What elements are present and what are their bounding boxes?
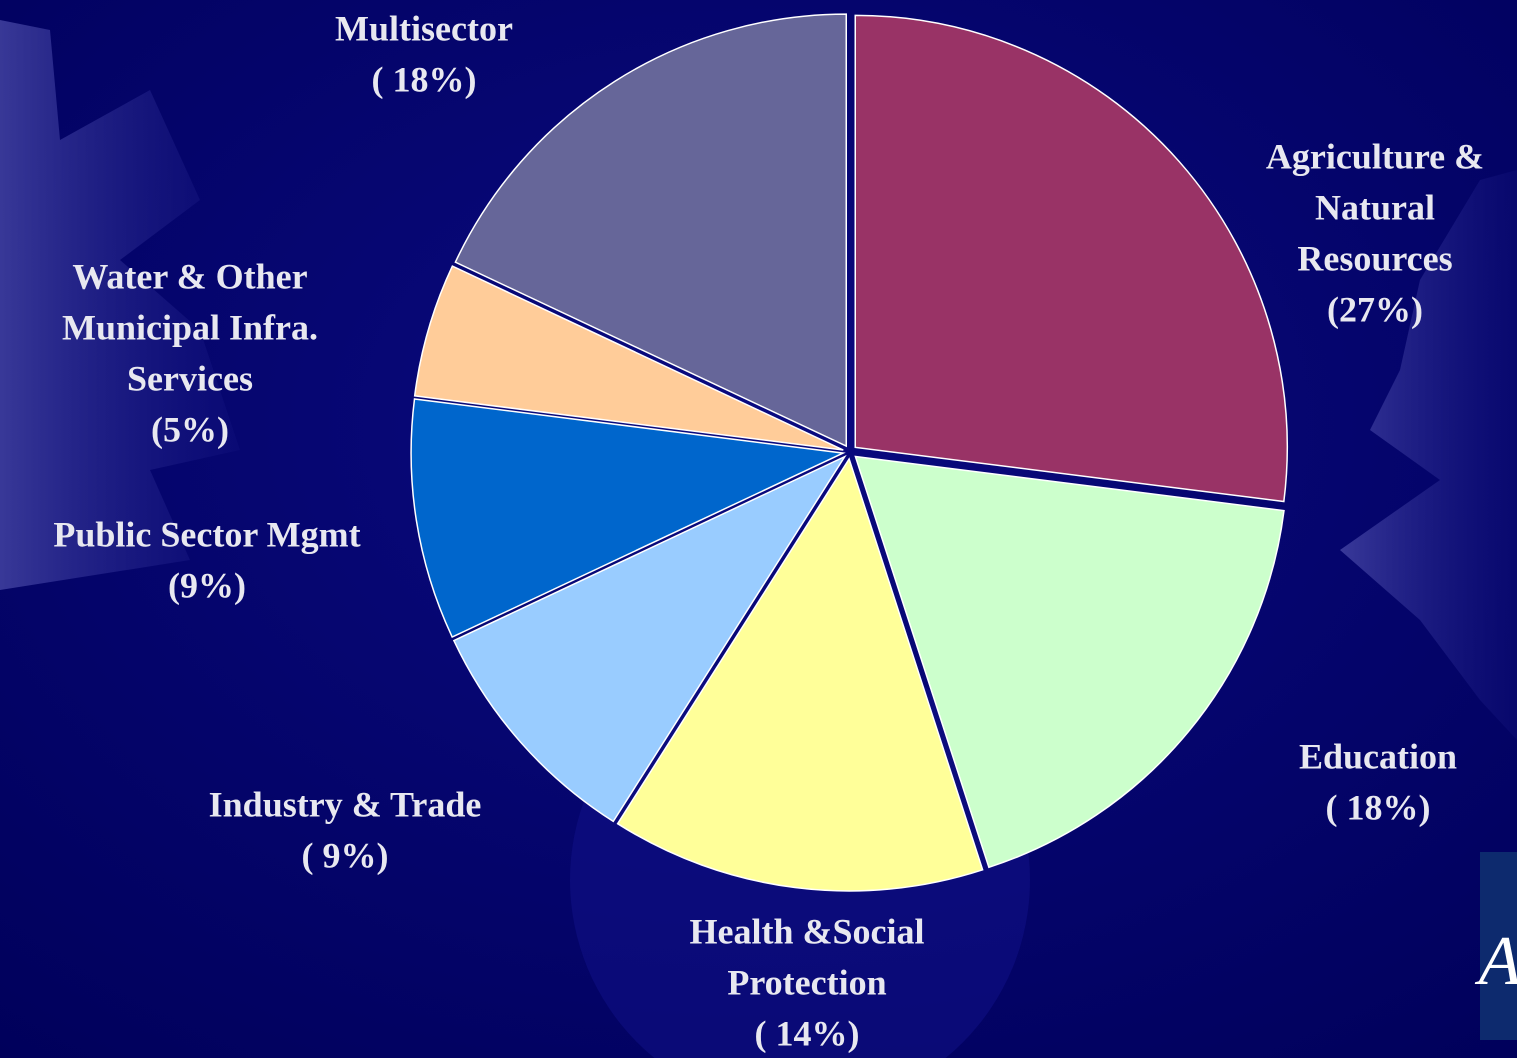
- slice-label: Public Sector Mgmt: [53, 514, 360, 554]
- value-label: (9%): [168, 565, 246, 605]
- value-label: ( 14%): [755, 1013, 860, 1053]
- slice-label: Natural: [1315, 187, 1435, 227]
- value-label: ( 18%): [1326, 787, 1431, 827]
- slice-label: Agriculture &: [1266, 136, 1484, 176]
- slice-label: Services: [127, 358, 253, 398]
- slice-label: Health &Social: [690, 911, 925, 951]
- slice-label: Industry & Trade: [209, 784, 482, 824]
- value-label: ( 9%): [302, 835, 389, 875]
- value-label: ( 18%): [372, 59, 477, 99]
- slice-label: Water & Other: [72, 256, 307, 296]
- slice-label: Municipal Infra.: [62, 307, 318, 347]
- slice-label: Protection: [727, 962, 886, 1002]
- value-label: (5%): [151, 409, 229, 449]
- slice-label: Resources: [1297, 238, 1452, 278]
- value-label: (27%): [1327, 289, 1423, 329]
- chart: A Agriculture & Natural Resources (27%) Educ…: [0, 0, 1517, 1058]
- logo: A: [1475, 923, 1517, 1000]
- slice-label: Education: [1299, 736, 1457, 776]
- slice-label: Multisector: [335, 8, 513, 48]
